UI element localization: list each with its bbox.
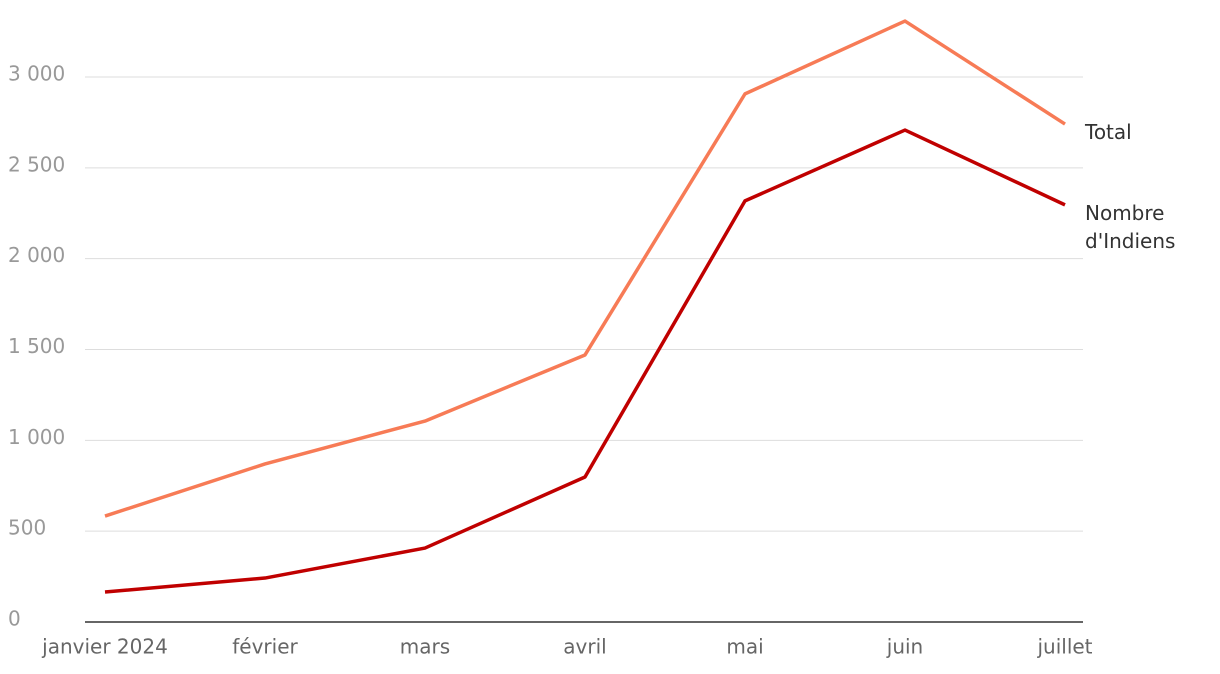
x-tick-label: mai xyxy=(726,635,763,659)
y-tick-label: 2 000 xyxy=(8,243,65,267)
y-tick-label: 1 000 xyxy=(8,425,65,449)
series-line xyxy=(104,128,1066,594)
y-tick-label: 3 000 xyxy=(8,62,65,86)
y-tick-label: 2 500 xyxy=(8,152,65,176)
y-tick-label: 1 500 xyxy=(8,334,65,358)
x-tick-label: juin xyxy=(886,635,923,659)
x-tick-label: mars xyxy=(400,635,450,659)
x-tick-label: avril xyxy=(563,635,606,659)
x-tick-label: juillet xyxy=(1036,635,1092,659)
series-line xyxy=(104,19,1066,518)
x-tick-label: février xyxy=(232,635,298,659)
y-tick-label: 0 xyxy=(8,607,21,631)
series-label: Nombre d'Indiens xyxy=(1085,200,1176,253)
x-tick-label: janvier 2024 xyxy=(41,635,168,659)
y-tick-label: 500 xyxy=(8,516,46,540)
series-label: Total xyxy=(1085,120,1132,145)
